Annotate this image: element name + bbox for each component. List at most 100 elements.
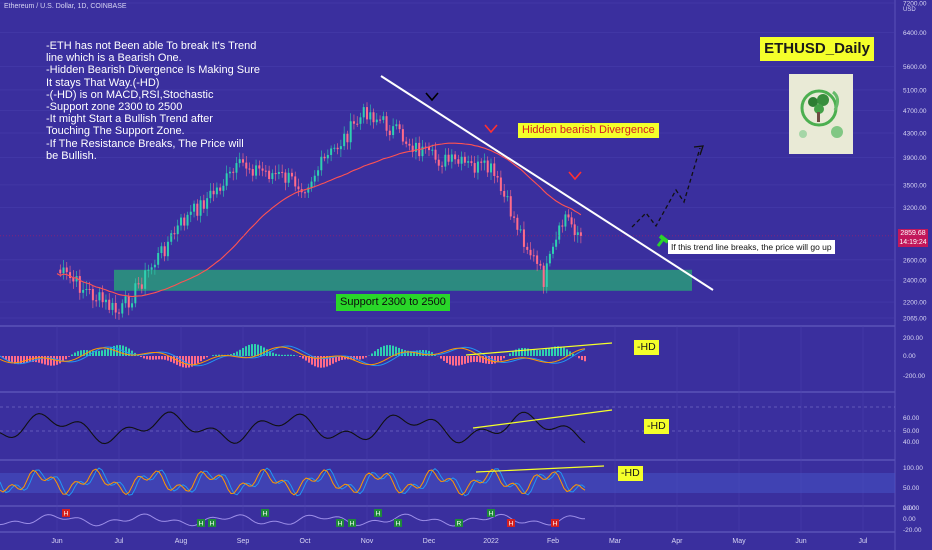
macd-histogram-bar bbox=[476, 356, 478, 362]
macd-histogram-bar bbox=[410, 351, 412, 356]
time-tick-label: Jul bbox=[115, 538, 124, 545]
candle-body bbox=[372, 112, 375, 123]
candle-body bbox=[245, 162, 248, 169]
macd-histogram-bar bbox=[392, 345, 394, 356]
macd-histogram-bar bbox=[308, 356, 310, 363]
oscillator-tick-label: -20.00 bbox=[903, 527, 922, 534]
candle-body bbox=[333, 147, 336, 149]
macd-histogram-bar bbox=[317, 356, 319, 368]
candle-body bbox=[476, 161, 479, 173]
macd-histogram-bar bbox=[26, 356, 28, 363]
last-price-tag: 2859.68 14:19:24 bbox=[898, 229, 928, 247]
candle-body bbox=[137, 283, 140, 285]
stoch-divergence-line bbox=[475, 465, 605, 473]
time-tick-label: Aug bbox=[175, 538, 188, 545]
candle-body bbox=[467, 161, 470, 163]
macd-histogram-bar bbox=[452, 356, 454, 366]
candle-body bbox=[542, 265, 545, 287]
macd-histogram-bar bbox=[5, 356, 7, 360]
candle-body bbox=[294, 176, 297, 187]
macd-histogram-bar bbox=[77, 351, 79, 356]
stoch-hd-label: -HD bbox=[618, 466, 643, 481]
macd-line bbox=[0, 345, 586, 367]
price-tick-label: 4300.00 bbox=[903, 131, 927, 138]
oscillator-marker-label: H bbox=[489, 511, 494, 518]
bar-countdown: 14:19:24 bbox=[899, 239, 927, 246]
macd-histogram-bar bbox=[149, 356, 151, 360]
macd-histogram-bar bbox=[470, 356, 472, 363]
hidden-divergence-label: Hidden bearish Divergence bbox=[518, 123, 659, 138]
candle-body bbox=[134, 283, 137, 304]
candle-body bbox=[450, 154, 453, 162]
candle-body bbox=[437, 159, 440, 166]
time-tick-label: Sep bbox=[237, 538, 250, 545]
macd-histogram-bar bbox=[254, 344, 256, 356]
macd-histogram-bar bbox=[545, 348, 547, 356]
macd-histogram-bar bbox=[272, 352, 274, 356]
projected-path bbox=[631, 147, 701, 228]
oscillator-tick-label: 0.00 bbox=[903, 516, 916, 523]
candle-body bbox=[428, 146, 430, 151]
macd-histogram-bar bbox=[146, 356, 148, 360]
candle-body bbox=[271, 173, 274, 180]
oscillator-marker-label: H bbox=[199, 521, 204, 528]
stoch-tick-label: 100.00 bbox=[903, 465, 923, 472]
candle-body bbox=[268, 170, 271, 180]
candle-body bbox=[193, 203, 196, 212]
candle-body bbox=[150, 267, 153, 270]
macd-histogram-bar bbox=[203, 356, 205, 360]
candle-body bbox=[532, 255, 535, 257]
macd-histogram-bar bbox=[104, 349, 106, 356]
candle-body bbox=[352, 121, 355, 124]
candle-body bbox=[536, 255, 539, 264]
macd-histogram-bar bbox=[419, 350, 421, 356]
candle-body bbox=[576, 232, 579, 236]
candle-body bbox=[493, 163, 496, 176]
macd-histogram-bar bbox=[533, 349, 535, 356]
price-tick-label: 2200.00 bbox=[903, 300, 927, 307]
price-tick-label: 2600.00 bbox=[903, 257, 927, 264]
candle-body bbox=[516, 217, 519, 230]
candle-body bbox=[176, 225, 179, 235]
time-tick-label: Jul bbox=[859, 538, 868, 545]
macd-histogram-bar bbox=[554, 346, 556, 356]
macd-histogram-bar bbox=[23, 356, 25, 364]
candle-body bbox=[287, 172, 290, 183]
macd-histogram-bar bbox=[446, 356, 448, 363]
macd-histogram-bar bbox=[275, 353, 277, 356]
candle-body bbox=[261, 168, 264, 171]
macd-histogram-bar bbox=[551, 347, 553, 356]
candle-body bbox=[343, 133, 346, 147]
note-line: line which is a Bearish One. bbox=[46, 52, 182, 65]
macd-histogram-bar bbox=[365, 356, 367, 358]
macd-histogram-bar bbox=[566, 349, 568, 356]
oscillator-marker bbox=[62, 509, 70, 517]
candle-body bbox=[72, 278, 75, 282]
candle-body bbox=[69, 272, 72, 279]
note-line: -Support zone 2300 to 2500 bbox=[46, 101, 183, 114]
candle-body bbox=[444, 154, 447, 167]
candle-body bbox=[258, 165, 261, 169]
macd-histogram-bar bbox=[59, 356, 61, 364]
candle-body bbox=[552, 246, 554, 254]
macd-histogram-bar bbox=[383, 345, 385, 356]
macd-histogram-bar bbox=[137, 355, 139, 356]
candle-body bbox=[228, 171, 231, 174]
candle-body bbox=[570, 217, 573, 225]
hammer-head-icon bbox=[658, 234, 670, 244]
candle-body bbox=[307, 187, 310, 193]
candle-body bbox=[573, 224, 576, 236]
last-price: 2859.68 bbox=[900, 230, 926, 237]
macd-histogram-bar bbox=[320, 356, 322, 368]
macd-histogram-bar bbox=[572, 353, 574, 356]
oscillator-marker-label: H bbox=[64, 511, 69, 518]
candle-body bbox=[310, 181, 313, 188]
macd-histogram-bar bbox=[509, 353, 511, 356]
candle-body bbox=[166, 241, 169, 257]
macd-histogram-bar bbox=[47, 356, 49, 366]
macd-histogram-bar bbox=[164, 356, 166, 360]
macd-histogram-bar bbox=[218, 354, 220, 356]
oscillator-marker-label: H bbox=[350, 521, 355, 528]
price-tick-label: 5600.00 bbox=[903, 64, 927, 71]
time-tick-label: 2022 bbox=[483, 538, 499, 545]
